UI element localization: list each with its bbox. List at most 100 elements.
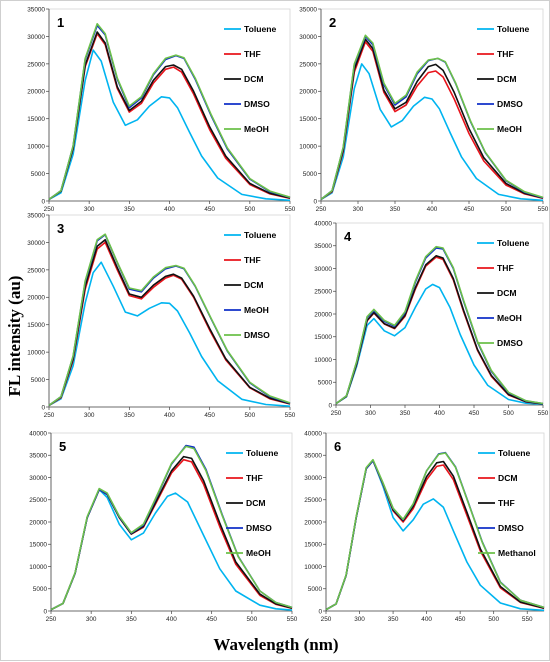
x-tick-label: 350 <box>390 206 401 213</box>
x-tick-label: 250 <box>331 410 342 417</box>
x-tick-label: 450 <box>206 616 217 623</box>
y-tick-label: 20000 <box>29 519 47 526</box>
x-tick-label: 450 <box>464 206 475 213</box>
y-tick-label: 5000 <box>318 380 333 387</box>
x-tick-label: 400 <box>427 206 438 213</box>
panel-label: 1 <box>57 15 64 30</box>
series-line-meoh <box>48 23 291 201</box>
y-tick-label: 10000 <box>27 350 45 357</box>
panel-label: 4 <box>344 229 352 244</box>
chart-panel-2: 0 5000 10000 15000 20000 25000 30000 35000 250 30… <box>299 6 549 213</box>
x-tick-label: 300 <box>365 410 376 417</box>
series-line-toluene <box>320 63 544 202</box>
y-axis-title-container: FL intensity (au) <box>3 171 27 501</box>
x-tick-label: 300 <box>86 616 97 623</box>
y-tick-label: 25000 <box>314 289 332 296</box>
x-tick-label: 450 <box>204 206 215 213</box>
legend-label: THF <box>497 263 514 273</box>
y-tick-label: 25000 <box>29 497 47 504</box>
legend-label: Toluene <box>246 448 279 458</box>
x-tick-label: 500 <box>503 410 514 417</box>
y-tick-label: 25000 <box>299 61 317 68</box>
x-tick-label: 500 <box>244 412 255 419</box>
series-line-toluene <box>48 261 291 407</box>
series-line-toluene <box>325 459 545 612</box>
x-tick-label: 400 <box>164 206 175 213</box>
y-tick-label: 30000 <box>27 240 45 247</box>
legend-label: DCM <box>497 288 517 298</box>
y-tick-label: 0 <box>328 402 332 409</box>
y-tick-label: 35000 <box>299 6 317 13</box>
y-tick-label: 15000 <box>29 542 47 549</box>
x-tick-label: 500 <box>501 206 512 213</box>
y-tick-label: 10000 <box>304 564 322 571</box>
legend-label: DCM <box>244 280 264 290</box>
y-tick-label: 20000 <box>299 89 317 96</box>
y-tick-label: 25000 <box>27 61 45 68</box>
legend-label: THF <box>244 255 261 265</box>
panel-label: 3 <box>57 221 64 236</box>
legend-label: Toluene <box>244 24 277 34</box>
legend-label: MeOH <box>497 313 522 323</box>
x-tick-label: 250 <box>321 616 332 623</box>
legend-label: MeOH <box>244 305 269 315</box>
x-tick-label: 450 <box>469 410 480 417</box>
x-tick-label: 500 <box>488 616 499 623</box>
x-tick-label: 400 <box>166 616 177 623</box>
y-tick-label: 40000 <box>304 430 322 437</box>
x-tick-label: 550 <box>285 206 296 213</box>
y-tick-label: 30000 <box>299 34 317 41</box>
legend-label: Methanol <box>498 548 536 558</box>
series-line-meoh <box>50 445 293 611</box>
x-tick-label: 300 <box>84 412 95 419</box>
legend-label: THF <box>244 49 261 59</box>
y-tick-label: 0 <box>41 198 45 205</box>
x-tick-label: 500 <box>244 206 255 213</box>
series-line-toluene <box>48 49 291 202</box>
x-tick-label: 350 <box>388 616 399 623</box>
y-tick-label: 20000 <box>314 311 332 318</box>
y-tick-label: 35000 <box>27 212 45 219</box>
x-tick-label: 250 <box>44 412 55 419</box>
y-tick-label: 35000 <box>27 6 45 13</box>
y-tick-label: 35000 <box>29 453 47 460</box>
x-axis-title: Wavelength (nm) <box>213 635 339 654</box>
y-tick-label: 40000 <box>29 430 47 437</box>
y-tick-label: 15000 <box>27 322 45 329</box>
series-line-dmso <box>48 233 291 407</box>
series-line-dmso <box>335 245 544 405</box>
x-tick-label: 350 <box>400 410 411 417</box>
x-tick-label: 550 <box>285 412 296 419</box>
legend-label: Toluene <box>497 238 530 248</box>
legend-label: DMSO <box>497 338 523 348</box>
x-tick-label: 300 <box>84 206 95 213</box>
y-tick-label: 15000 <box>27 116 45 123</box>
y-tick-label: 10000 <box>299 144 317 151</box>
legend-label: DCM <box>497 74 517 84</box>
x-tick-label: 500 <box>246 616 257 623</box>
y-tick-label: 35000 <box>304 453 322 460</box>
legend-label: DMSO <box>246 523 272 533</box>
y-tick-label: 5000 <box>31 377 46 384</box>
panel-label: 2 <box>329 15 336 30</box>
panel-label: 5 <box>59 439 66 454</box>
panel-label: 6 <box>334 439 341 454</box>
x-tick-label: 300 <box>353 206 364 213</box>
legend-label: MeOH <box>246 548 271 558</box>
y-tick-label: 30000 <box>27 34 45 41</box>
x-tick-label: 550 <box>522 616 533 623</box>
y-tick-label: 10000 <box>314 357 332 364</box>
x-tick-label: 250 <box>316 206 327 213</box>
series-line-thf <box>335 256 544 405</box>
legend-label: DCM <box>498 473 518 483</box>
chart-panel-5: 0 5000 10000 15000 20000 25000 30000 35000 40000… <box>29 430 298 623</box>
x-tick-label: 350 <box>126 616 137 623</box>
chart-panel-4: 0 5000 10000 15000 20000 25000 30000 35000 40000… <box>314 220 549 417</box>
legend-label: DMSO <box>244 99 270 109</box>
y-tick-label: 20000 <box>27 89 45 96</box>
x-tick-label: 550 <box>538 410 549 417</box>
y-tick-label: 15000 <box>314 334 332 341</box>
legend-label: MeOH <box>244 124 269 134</box>
